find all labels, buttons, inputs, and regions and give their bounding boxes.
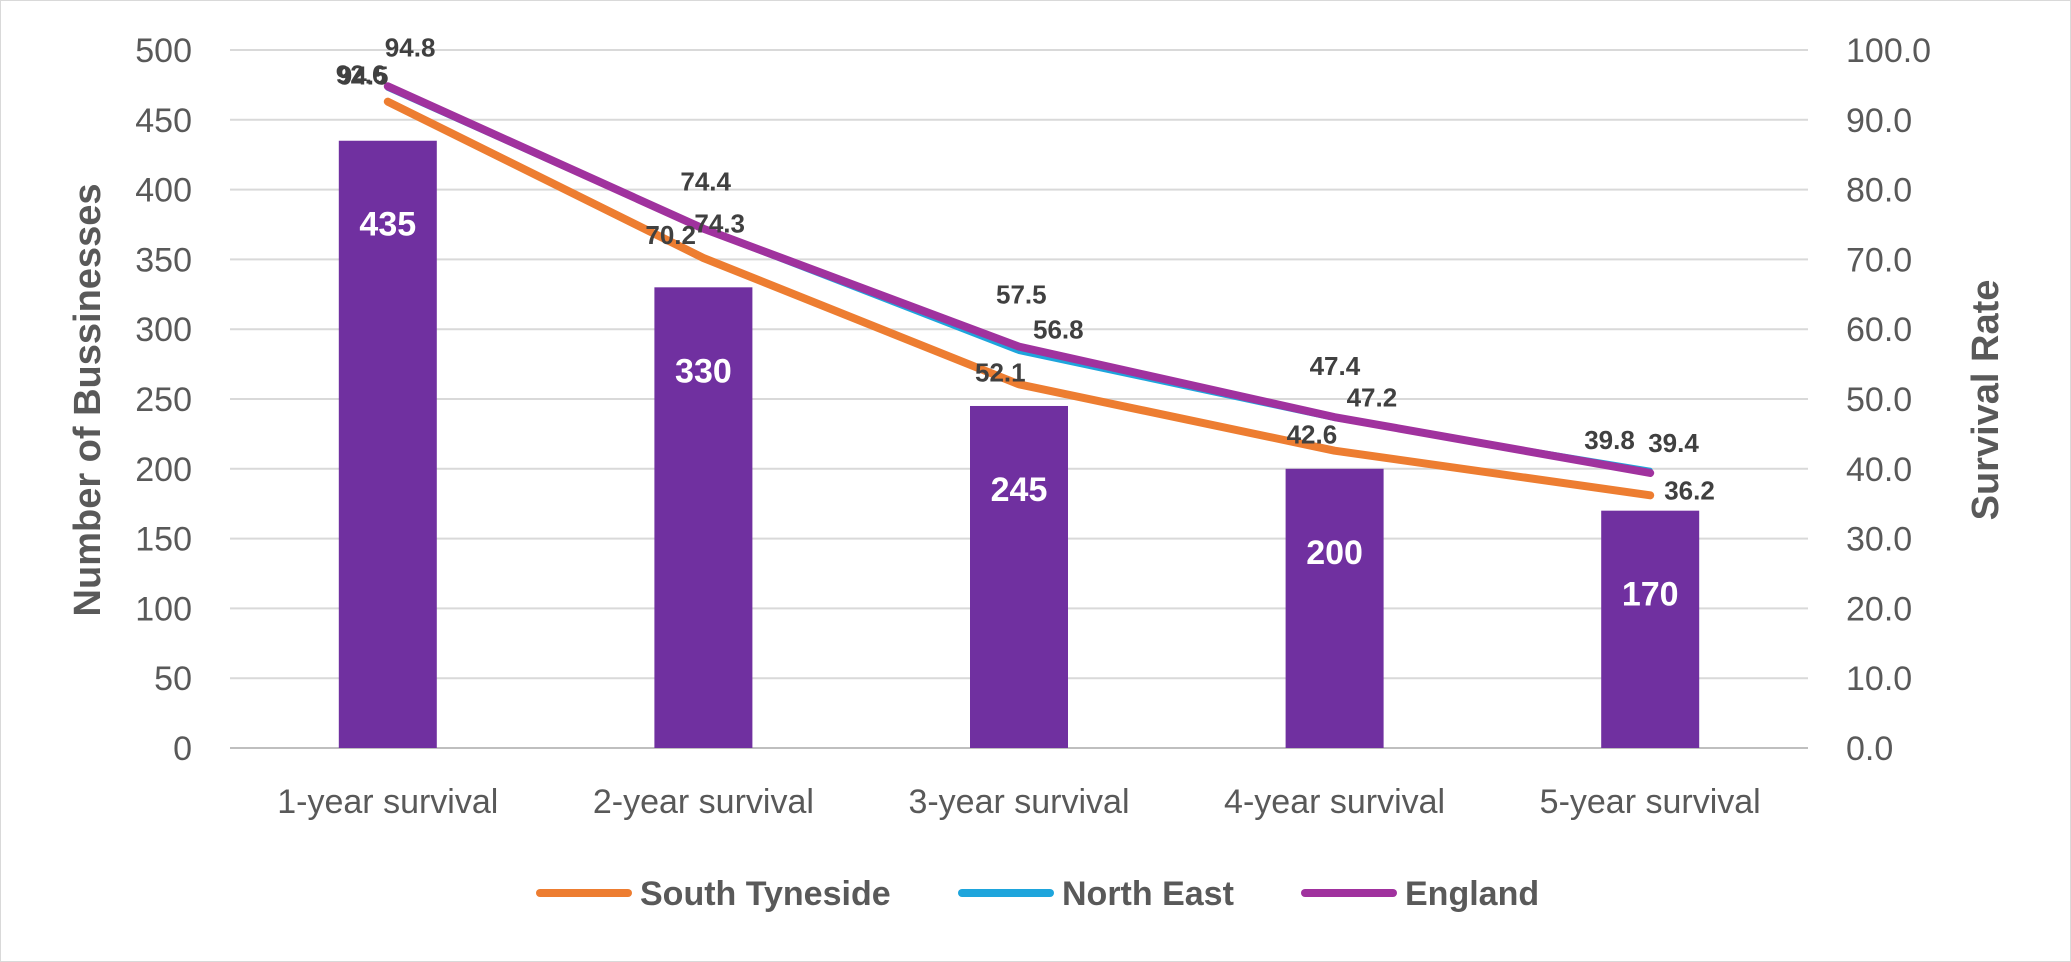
left-tick-label: 300 <box>135 311 192 349</box>
series-line <box>383 82 1655 477</box>
point-value-label: 74.3 <box>694 208 745 238</box>
legend: South Tyneside North East England <box>536 875 1539 913</box>
right-tick-label: 0.0 <box>1846 730 1893 768</box>
point-value-label: 42.6 <box>1287 420 1338 450</box>
point-value-label: 92.6 <box>336 60 387 90</box>
point-value-label: 36.2 <box>1664 475 1715 505</box>
bar <box>1601 510 1700 748</box>
left-tick-label: 50 <box>154 660 192 698</box>
bar-value-label: 200 <box>1306 534 1363 572</box>
left-tick-label: 400 <box>135 172 192 210</box>
bar-series: 435 330 245 200 170 <box>338 140 1700 749</box>
right-tick-label: 70.0 <box>1846 241 1912 279</box>
category-label: 1-year survival <box>277 783 498 821</box>
legend-label: North East <box>1062 875 1234 913</box>
right-tick-label: 20.0 <box>1846 590 1912 628</box>
bar-value-label: 330 <box>675 352 732 390</box>
left-tick-label: 450 <box>135 102 192 140</box>
bar <box>970 405 1068 748</box>
left-tick-label: 150 <box>135 521 192 559</box>
point-value-label: 39.4 <box>1648 428 1699 458</box>
series-line <box>383 97 1655 500</box>
bar <box>1285 468 1384 748</box>
point-value-label: 52.1 <box>975 357 1026 387</box>
point-value-label: 74.4 <box>680 167 731 197</box>
bar-value-label: 245 <box>991 471 1048 509</box>
bar <box>654 287 753 748</box>
left-tick-label: 100 <box>135 590 192 628</box>
left-tick-label: 500 <box>135 32 192 70</box>
left-tick-label: 0 <box>173 730 192 768</box>
point-value-label: 47.4 <box>1310 351 1361 381</box>
left-tick-label: 200 <box>135 451 192 489</box>
right-tick-label: 90.0 <box>1846 102 1912 140</box>
point-value-label: 70.2 <box>645 220 696 250</box>
right-tick-label: 10.0 <box>1846 660 1912 698</box>
bar-value-label: 435 <box>359 206 416 244</box>
legend-label: England <box>1405 875 1539 913</box>
category-label: 3-year survival <box>908 783 1129 821</box>
legend-label: South Tyneside <box>640 875 891 913</box>
point-value-label: 94.8 <box>385 32 436 62</box>
left-tick-label: 250 <box>135 381 192 419</box>
point-value-label: 39.8 <box>1584 425 1635 455</box>
category-label: 2-year survival <box>593 783 814 821</box>
right-tick-label: 80.0 <box>1846 172 1912 210</box>
left-axis-ticks: 0 50 100 150 200 250 300 350 400 450 500 <box>135 32 192 768</box>
point-labels: 92.6 70.2 52.1 42.6 36.2 94.5 74.3 56.8 47.2 39.8… <box>336 32 1715 505</box>
right-tick-label: 60.0 <box>1846 311 1912 349</box>
point-value-label: 94.5 <box>338 60 389 90</box>
bar-value-label: 170 <box>1622 576 1679 614</box>
point-value-label: 56.8 <box>1033 315 1084 345</box>
point-value-label: 47.2 <box>1347 383 1398 413</box>
left-tick-label: 350 <box>135 241 192 279</box>
category-axis-ticks: 1-year survival 2-year survival 3-year sur… <box>277 783 1760 821</box>
right-tick-label: 40.0 <box>1846 451 1912 489</box>
right-axis-title: Survival Rate <box>1965 280 2007 521</box>
line-series <box>383 82 1655 500</box>
right-tick-label: 100.0 <box>1846 32 1931 70</box>
left-axis-title: Number of Bussinesses <box>67 184 109 617</box>
right-axis-ticks: 0.0 10.0 20.0 30.0 40.0 50.0 60.0 70.0 80.0 90.0 1… <box>1846 32 1931 768</box>
gridlines <box>230 49 1808 749</box>
category-label: 4-year survival <box>1224 783 1445 821</box>
right-tick-label: 30.0 <box>1846 521 1912 559</box>
category-label: 5-year survival <box>1540 783 1761 821</box>
bar <box>338 140 437 749</box>
right-tick-label: 50.0 <box>1846 381 1912 419</box>
point-value-label: 57.5 <box>996 280 1047 310</box>
